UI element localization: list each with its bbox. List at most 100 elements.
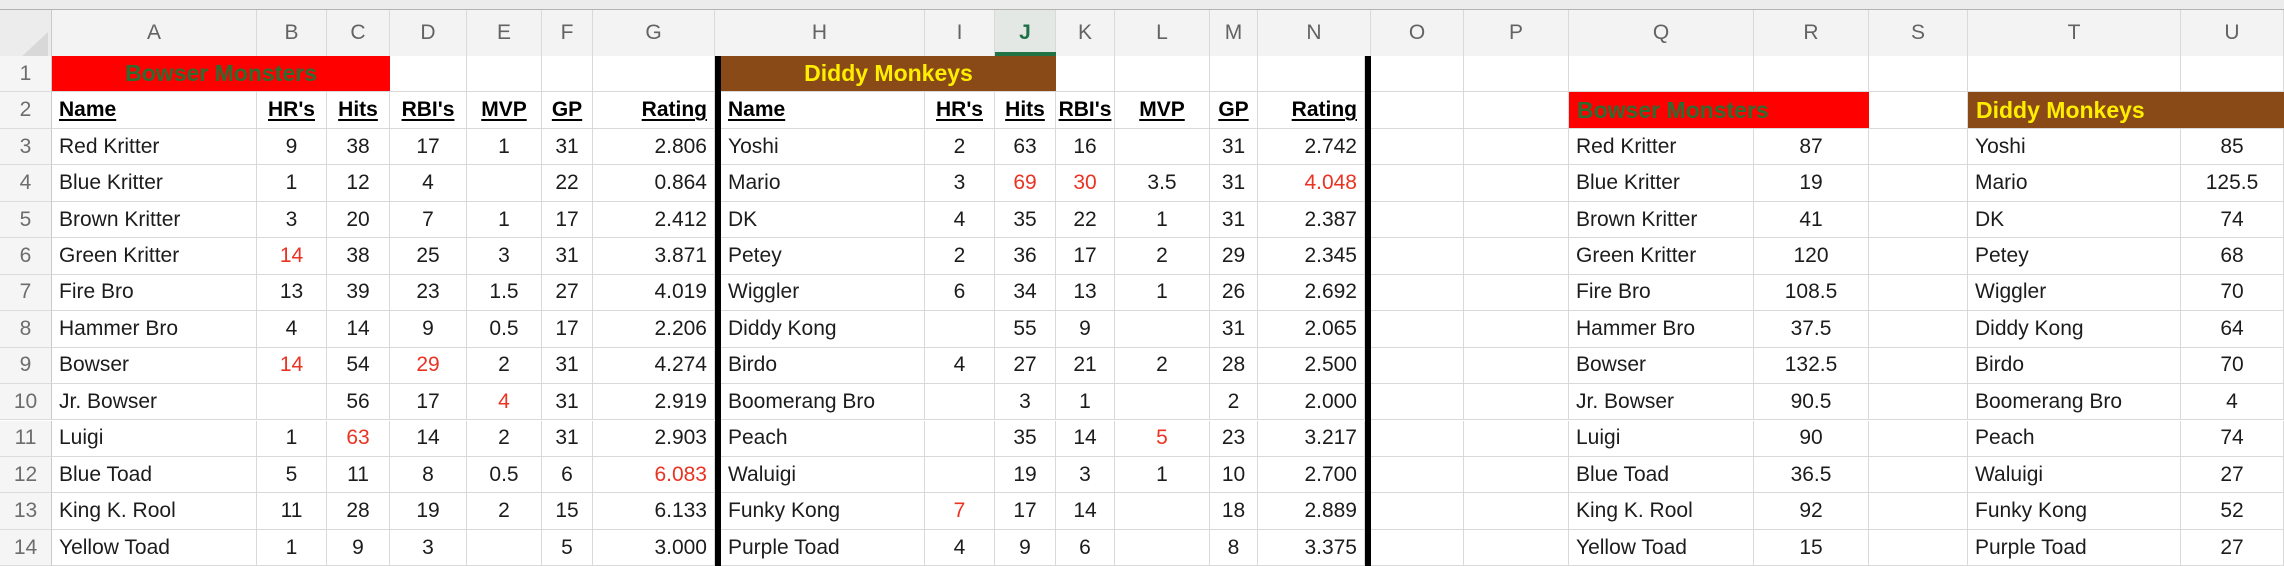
cell-G11[interactable]: 2.903 bbox=[593, 420, 715, 457]
cell-A10[interactable]: Jr. Bowser bbox=[52, 384, 257, 421]
column-header-I[interactable]: I bbox=[925, 10, 995, 56]
cell-K13[interactable]: 14 bbox=[1056, 493, 1115, 530]
cell-S12[interactable] bbox=[1869, 456, 1968, 494]
cell-U6[interactable]: 68 bbox=[2181, 238, 2284, 275]
cell-H10[interactable]: Boomerang Bro bbox=[721, 384, 925, 421]
column-header-B[interactable]: B bbox=[257, 10, 327, 56]
cell-P3[interactable] bbox=[1464, 128, 1569, 166]
row-header-12[interactable]: 12 bbox=[0, 456, 52, 494]
cell-N1[interactable] bbox=[1258, 56, 1365, 93]
cell-A5[interactable]: Brown Kritter bbox=[52, 201, 257, 239]
cell-F11[interactable]: 31 bbox=[542, 420, 593, 457]
cell-C12[interactable]: 11 bbox=[327, 456, 390, 494]
cell-O12[interactable] bbox=[1371, 456, 1464, 494]
cell-U1[interactable] bbox=[2181, 56, 2284, 93]
cell-E14[interactable] bbox=[467, 529, 542, 566]
cell-G3[interactable]: 2.806 bbox=[593, 128, 715, 166]
cell-T7[interactable]: Wiggler bbox=[1968, 274, 2181, 312]
cell-H7[interactable]: Wiggler bbox=[721, 274, 925, 312]
cell-D10[interactable]: 17 bbox=[390, 384, 467, 421]
cell-E12[interactable]: 0.5 bbox=[467, 456, 542, 494]
cell-P1[interactable] bbox=[1464, 56, 1569, 93]
row-header-8[interactable]: 8 bbox=[0, 311, 52, 348]
cell-F5[interactable]: 17 bbox=[542, 201, 593, 239]
cell-T3[interactable]: Yoshi bbox=[1968, 128, 2181, 166]
cell-K3[interactable]: 16 bbox=[1056, 128, 1115, 166]
cell-D11[interactable]: 14 bbox=[390, 420, 467, 457]
cell-K1[interactable] bbox=[1056, 56, 1115, 93]
cell-A11[interactable]: Luigi bbox=[52, 420, 257, 457]
cell-D5[interactable]: 7 bbox=[390, 201, 467, 239]
cell-C6[interactable]: 38 bbox=[327, 238, 390, 275]
cell-I8[interactable] bbox=[925, 311, 995, 348]
cell-K14[interactable]: 6 bbox=[1056, 529, 1115, 566]
cell-A6[interactable]: Green Kritter bbox=[52, 238, 257, 275]
cell-C10[interactable]: 56 bbox=[327, 384, 390, 421]
cell-J11[interactable]: 35 bbox=[995, 420, 1056, 457]
banner-diddy-monkeys[interactable]: Diddy Monkeys bbox=[721, 56, 1056, 93]
cell-E3[interactable]: 1 bbox=[467, 128, 542, 166]
cell-E13[interactable]: 2 bbox=[467, 493, 542, 530]
cell-N9[interactable]: 2.500 bbox=[1258, 347, 1365, 385]
cell-Q7[interactable]: Fire Bro bbox=[1569, 274, 1754, 312]
cell-M8[interactable]: 31 bbox=[1210, 311, 1258, 348]
cell-M6[interactable]: 29 bbox=[1210, 238, 1258, 275]
cell-K11[interactable]: 14 bbox=[1056, 420, 1115, 457]
cell-J8[interactable]: 55 bbox=[995, 311, 1056, 348]
cell-B4[interactable]: 1 bbox=[257, 165, 327, 202]
cell-D13[interactable]: 19 bbox=[390, 493, 467, 530]
cell-H3[interactable]: Yoshi bbox=[721, 128, 925, 166]
cell-O8[interactable] bbox=[1371, 311, 1464, 348]
cell-G4[interactable]: 0.864 bbox=[593, 165, 715, 202]
cell-D4[interactable]: 4 bbox=[390, 165, 467, 202]
cell-R10[interactable]: 90.5 bbox=[1754, 384, 1869, 421]
cell-T5[interactable]: DK bbox=[1968, 201, 2181, 239]
cell-F6[interactable]: 31 bbox=[542, 238, 593, 275]
cell-F3[interactable]: 31 bbox=[542, 128, 593, 166]
cell-M5[interactable]: 31 bbox=[1210, 201, 1258, 239]
cell-D7[interactable]: 23 bbox=[390, 274, 467, 312]
cell-U10[interactable]: 4 bbox=[2181, 384, 2284, 421]
cell-N7[interactable]: 2.692 bbox=[1258, 274, 1365, 312]
cell-J10[interactable]: 3 bbox=[995, 384, 1056, 421]
cell-R14[interactable]: 15 bbox=[1754, 529, 1869, 566]
cell-N11[interactable]: 3.217 bbox=[1258, 420, 1365, 457]
cell-H12[interactable]: Waluigi bbox=[721, 456, 925, 494]
cell-J14[interactable]: 9 bbox=[995, 529, 1056, 566]
cell-D3[interactable]: 17 bbox=[390, 128, 467, 166]
cell-S5[interactable] bbox=[1869, 201, 1968, 239]
cell-L8[interactable] bbox=[1115, 311, 1210, 348]
cell-R4[interactable]: 19 bbox=[1754, 165, 1869, 202]
cell-Q10[interactable]: Jr. Bowser bbox=[1569, 384, 1754, 421]
cell-H6[interactable]: Petey bbox=[721, 238, 925, 275]
cell-N6[interactable]: 2.345 bbox=[1258, 238, 1365, 275]
cell-E9[interactable]: 2 bbox=[467, 347, 542, 385]
cell-M11[interactable]: 23 bbox=[1210, 420, 1258, 457]
cell-P5[interactable] bbox=[1464, 201, 1569, 239]
cell-L10[interactable] bbox=[1115, 384, 1210, 421]
cell-U4[interactable]: 125.5 bbox=[2181, 165, 2284, 202]
cell-T12[interactable]: Waluigi bbox=[1968, 456, 2181, 494]
cell-T14[interactable]: Purple Toad bbox=[1968, 529, 2181, 566]
cell-Q3[interactable]: Red Kritter bbox=[1569, 128, 1754, 166]
cell-U9[interactable]: 70 bbox=[2181, 347, 2284, 385]
cell-O11[interactable] bbox=[1371, 420, 1464, 457]
cell-C2[interactable]: Hits bbox=[327, 92, 390, 129]
cell-E1[interactable] bbox=[467, 56, 542, 93]
cell-K10[interactable]: 1 bbox=[1056, 384, 1115, 421]
cell-R12[interactable]: 36.5 bbox=[1754, 456, 1869, 494]
cell-K7[interactable]: 13 bbox=[1056, 274, 1115, 312]
cell-T4[interactable]: Mario bbox=[1968, 165, 2181, 202]
cell-G9[interactable]: 4.274 bbox=[593, 347, 715, 385]
cell-H14[interactable]: Purple Toad bbox=[721, 529, 925, 566]
cell-S7[interactable] bbox=[1869, 274, 1968, 312]
cell-S9[interactable] bbox=[1869, 347, 1968, 385]
cell-G7[interactable]: 4.019 bbox=[593, 274, 715, 312]
row-header-1[interactable]: 1 bbox=[0, 56, 52, 93]
cell-L1[interactable] bbox=[1115, 56, 1210, 93]
row-header-5[interactable]: 5 bbox=[0, 201, 52, 239]
cell-P14[interactable] bbox=[1464, 529, 1569, 566]
cell-A14[interactable]: Yellow Toad bbox=[52, 529, 257, 566]
column-header-C[interactable]: C bbox=[327, 10, 390, 56]
cell-T6[interactable]: Petey bbox=[1968, 238, 2181, 275]
